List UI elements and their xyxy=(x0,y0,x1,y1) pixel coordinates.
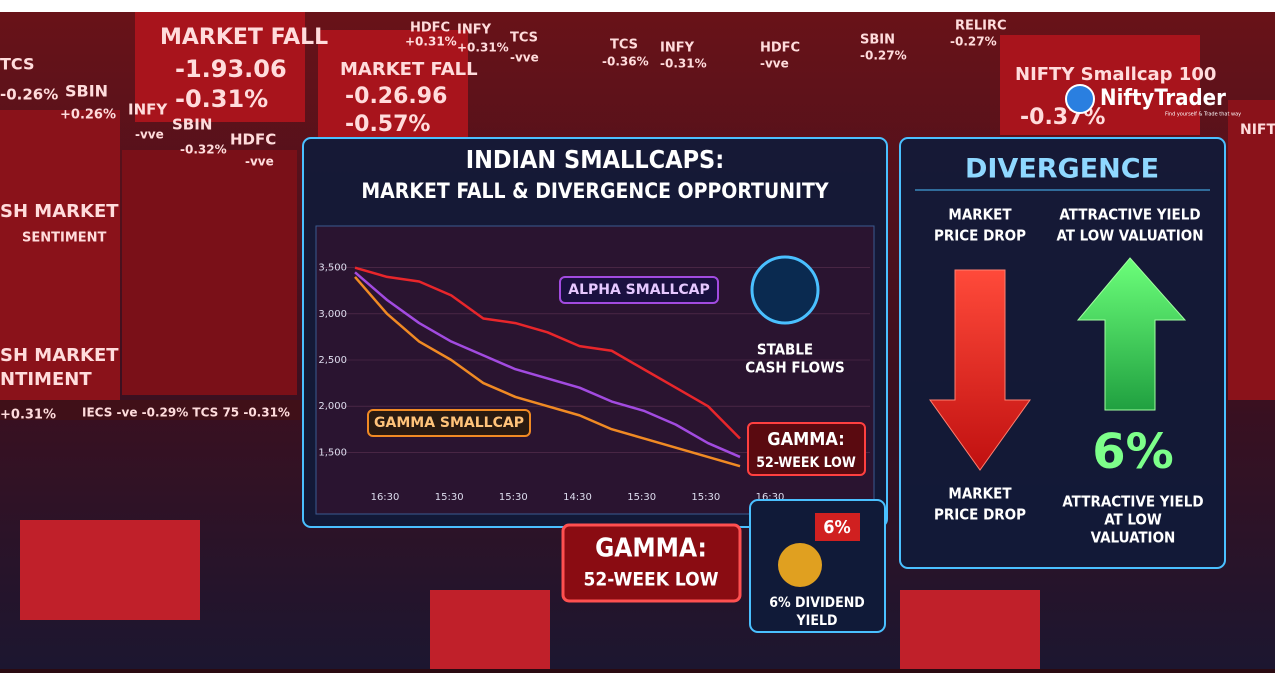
dividend-1: 6% DIVIDEND xyxy=(769,595,864,611)
x-tick-label: 15:30 xyxy=(499,492,528,503)
dividend-2: YIELD xyxy=(796,613,838,629)
ticker-text: HDFC xyxy=(230,131,276,149)
rb-3: VALUATION xyxy=(1091,529,1176,547)
series-line xyxy=(354,271,741,459)
screens xyxy=(0,12,1275,669)
ticker-text: -0.27% xyxy=(950,35,997,49)
ticker-text: -vve xyxy=(135,128,164,142)
top-strip xyxy=(0,0,1275,12)
divergence-title: DIVERGENCE xyxy=(965,154,1159,185)
alpha-label: ALPHA SMALLCAP xyxy=(568,282,710,298)
gamma-big-1: GAMMA: xyxy=(595,534,707,564)
chart-subtitle: MARKET FALL & DIVERGENCE OPPORTUNITY xyxy=(361,179,829,203)
gamma-big-2: 52-WEEK LOW xyxy=(583,569,718,591)
gamma-callout xyxy=(367,409,531,437)
ticker-text: +0.31% xyxy=(0,408,56,423)
ticker-text: -0.31% xyxy=(175,85,268,113)
ticker-text: -0.37% xyxy=(1020,105,1105,130)
ticker-text: MARKET FALL xyxy=(340,59,478,80)
ticker-text: HDFC xyxy=(410,21,450,36)
up-arrow xyxy=(1076,257,1187,411)
gamma-low-small xyxy=(747,422,866,476)
ticker-text: IECS -ve -0.29% TCS 75 -0.31% xyxy=(82,406,290,420)
ticker-text: -vve xyxy=(245,155,274,169)
ticker-text: SBIN xyxy=(65,82,108,101)
ticker-text: NIFTY xyxy=(1240,122,1275,138)
ticker-text: -0.32% xyxy=(180,143,227,157)
ticker-text: SENTIMENT xyxy=(22,231,107,246)
rb-2: AT LOW xyxy=(1104,511,1162,529)
series-line xyxy=(354,266,741,440)
ticker-text: +0.31% xyxy=(457,41,509,55)
x-tick-label: 15:30 xyxy=(691,492,720,503)
x-tick-label: 14:30 xyxy=(563,492,592,503)
rt-2: AT LOW VALUATION xyxy=(1057,227,1204,245)
chart-title: INDIAN SMALLCAPS: xyxy=(466,145,725,174)
ticker-text: -vve xyxy=(510,51,539,65)
logo-icon xyxy=(1065,84,1095,114)
ticker-text: SH MARKET xyxy=(0,201,119,222)
y-tick-label: 2,500 xyxy=(318,355,347,366)
gamma-small-1: GAMMA: xyxy=(767,429,844,450)
y-tick-label: 3,000 xyxy=(318,309,347,320)
ticker-text: +0.26% xyxy=(60,108,116,123)
cashflow-icon xyxy=(750,255,820,325)
ticker-text: -0.36% xyxy=(602,55,649,69)
ticker-text: INFY xyxy=(128,101,168,119)
ticker-text: NTIMENT xyxy=(0,369,92,390)
rb-1: ATTRACTIVE YIELD xyxy=(1062,493,1203,511)
y-tick-label: 2,000 xyxy=(318,401,347,412)
ticker-text: NIFTY Smallcap 100 xyxy=(1015,64,1216,85)
alpha-callout xyxy=(559,276,719,304)
ticker-text: INFY xyxy=(660,41,695,56)
ticker-text: -0.26% xyxy=(0,86,58,104)
ticker-text: MARKET FALL xyxy=(160,25,328,50)
x-tick-label: 15:30 xyxy=(627,492,656,503)
ticker-text: -1.93.06 xyxy=(175,55,287,83)
ticker-text: INFY xyxy=(457,23,492,38)
lb-2: PRICE DROP xyxy=(934,506,1026,524)
lt-2: PRICE DROP xyxy=(934,227,1026,245)
ticker-text: -0.27% xyxy=(860,49,907,63)
ticker-text: -0.31% xyxy=(660,57,707,71)
ticker-text: RELIRC xyxy=(955,19,1007,34)
ticker-text: SBIN xyxy=(860,33,895,48)
lb-1: MARKET xyxy=(948,485,1012,503)
stable-2: CASH FLOWS xyxy=(745,359,844,377)
stable-1: STABLE xyxy=(757,341,813,359)
ticker-text: -0.57% xyxy=(345,112,430,137)
y-tick-label: 1,500 xyxy=(318,447,347,458)
ticker-text: HDFC xyxy=(760,41,800,56)
x-tick-label: 16:30 xyxy=(756,492,785,503)
series-line xyxy=(354,276,741,468)
coins xyxy=(778,543,822,587)
ticker-text: +0.31% xyxy=(405,35,457,49)
ticker-text: TCS xyxy=(0,55,34,74)
ticker-text: -0.26.96 xyxy=(345,84,447,109)
gamma-small-2: 52-WEEK LOW xyxy=(756,455,856,471)
ticker-text: TCS xyxy=(610,38,638,53)
lt-1: MARKET xyxy=(948,206,1012,224)
logo-tagline: Find yourself & Trade that way xyxy=(1165,112,1241,118)
gamma-label: GAMMA SMALLCAP xyxy=(374,415,524,431)
logo: NiftyTrader xyxy=(1100,86,1226,111)
ticker-text: TCS xyxy=(510,31,538,46)
dividend-pct: 6% xyxy=(823,517,851,538)
y-tick-label: 3,500 xyxy=(318,263,347,274)
rt-1: ATTRACTIVE YIELD xyxy=(1059,206,1200,224)
x-tick-label: 16:30 xyxy=(371,492,400,503)
ticker-text: -vve xyxy=(760,57,789,71)
ticker-text: SH MARKET xyxy=(0,345,119,366)
gamma-low-big xyxy=(561,523,742,603)
down-arrow xyxy=(929,269,1031,471)
yield-big: 6% xyxy=(1092,424,1174,480)
ticker-text: SBIN xyxy=(172,116,212,134)
x-tick-label: 15:30 xyxy=(435,492,464,503)
flag xyxy=(815,513,860,541)
